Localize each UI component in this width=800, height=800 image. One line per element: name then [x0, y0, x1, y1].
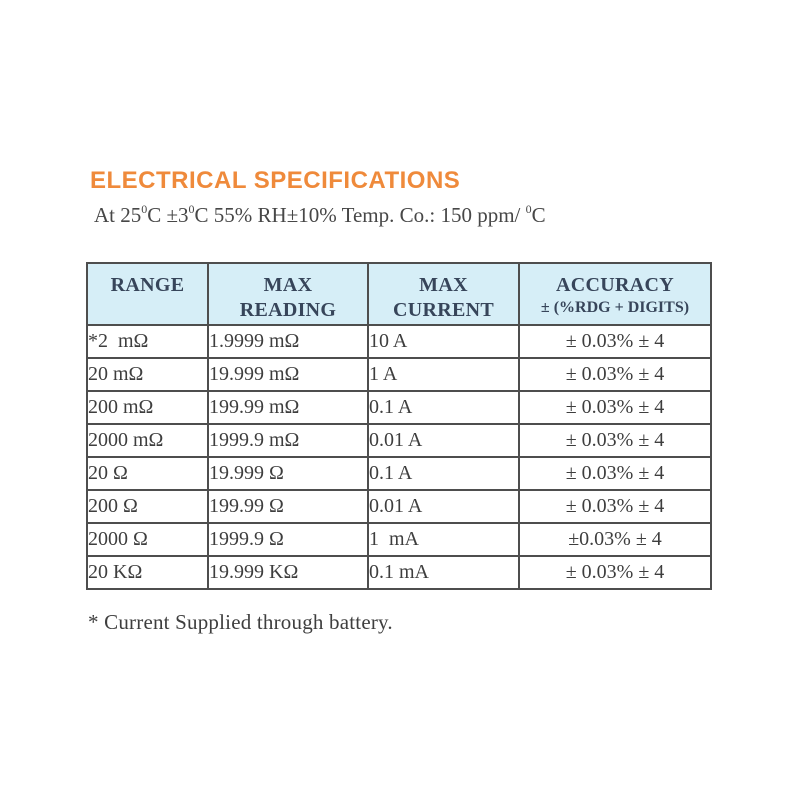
cell-accuracy: ± 0.03% ± 4	[518, 489, 712, 524]
col-header-accuracy: ACCURACY ± (%RDG + DIGITS)	[518, 262, 712, 326]
cell-accuracy: ± 0.03% ± 4	[518, 324, 712, 359]
table-row: 200 mΩ 199.99 mΩ 0.1 A ± 0.03% ± 4	[86, 390, 712, 425]
table-row: 20 KΩ 19.999 KΩ 0.1 mA ± 0.03% ± 4	[86, 555, 712, 590]
cell-max-reading: 1999.9 Ω	[207, 522, 369, 557]
cell-max-reading: 19.999 mΩ	[207, 357, 369, 392]
cell-accuracy: ± 0.03% ± 4	[518, 555, 712, 590]
degree-sup: 0	[188, 202, 195, 216]
cell-max-reading: 1.9999 mΩ	[207, 324, 369, 359]
col-header-max-current-label: MAX CURRENT	[393, 274, 494, 321]
cell-max-current: 0.01 A	[367, 423, 520, 458]
conditions-part3: C 55% RH±10% Temp. Co.: 150 ppm/	[194, 203, 526, 227]
cell-max-reading: 199.99 mΩ	[207, 390, 369, 425]
cell-max-reading: 1999.9 mΩ	[207, 423, 369, 458]
cell-max-current: 0.1 mA	[367, 555, 520, 590]
cell-max-reading: 199.99 Ω	[207, 489, 369, 524]
cell-accuracy: ± 0.03% ± 4	[518, 456, 712, 491]
cell-range: 20 mΩ	[86, 357, 209, 392]
conditions-part2: C ±3	[147, 203, 189, 227]
table-row: 2000 Ω 1999.9 Ω 1 mA ±0.03% ± 4	[86, 522, 712, 557]
cell-accuracy: ± 0.03% ± 4	[518, 390, 712, 425]
table-row: 20 mΩ 19.999 mΩ 1 A ± 0.03% ± 4	[86, 357, 712, 392]
cell-accuracy: ± 0.03% ± 4	[518, 423, 712, 458]
degree-sup: 0	[141, 202, 148, 216]
cell-max-current: 0.01 A	[367, 489, 520, 524]
conditions-part1: At 25	[94, 203, 142, 227]
cell-accuracy: ± 0.03% ± 4	[518, 357, 712, 392]
cell-max-reading: 19.999 Ω	[207, 456, 369, 491]
col-header-max-reading: MAX READING	[207, 262, 369, 326]
cell-range: *2 mΩ	[86, 324, 209, 359]
page-title: ELECTRICAL SPECIFICATIONS	[90, 167, 461, 194]
cell-range: 20 Ω	[86, 456, 209, 491]
cell-max-current: 0.1 A	[367, 390, 520, 425]
cell-max-current: 1 mA	[367, 522, 520, 557]
cell-accuracy: ±0.03% ± 4	[518, 522, 712, 557]
header-row: RANGE MAX READING MAX CURRENT ACCURACY ±…	[86, 262, 712, 326]
conditions-part4: C	[531, 203, 546, 227]
battery-footnote: * Current Supplied through battery.	[88, 610, 393, 634]
degree-sup: 0	[525, 202, 532, 216]
table-row: 200 Ω 199.99 Ω 0.01 A ± 0.03% ± 4	[86, 489, 712, 524]
conditions-line: At 250C ±30C 55% RH±10% Temp. Co.: 150 p…	[94, 202, 546, 228]
col-header-accuracy-note: ± (%RDG + DIGITS)	[540, 299, 690, 316]
cell-range: 20 KΩ	[86, 555, 209, 590]
table-row: 20 Ω 19.999 Ω 0.1 A ± 0.03% ± 4	[86, 456, 712, 491]
col-header-range: RANGE	[86, 262, 209, 326]
cell-max-reading: 19.999 KΩ	[207, 555, 369, 590]
cell-max-current: 0.1 A	[367, 456, 520, 491]
cell-range: 200 Ω	[86, 489, 209, 524]
col-header-accuracy-label: ACCURACY	[556, 274, 674, 296]
specifications-table: RANGE MAX READING MAX CURRENT ACCURACY ±…	[86, 262, 712, 590]
table-row: 2000 mΩ 1999.9 mΩ 0.01 A ± 0.03% ± 4	[86, 423, 712, 458]
col-header-max-current: MAX CURRENT	[367, 262, 520, 326]
cell-range: 2000 Ω	[86, 522, 209, 557]
cell-range: 200 mΩ	[86, 390, 209, 425]
cell-range: 2000 mΩ	[86, 423, 209, 458]
cell-max-current: 10 A	[367, 324, 520, 359]
col-header-max-reading-label: MAX READING	[239, 274, 337, 321]
table-row: *2 mΩ 1.9999 mΩ 10 A ± 0.03% ± 4	[86, 324, 712, 359]
col-header-range-label: RANGE	[110, 274, 185, 296]
cell-max-current: 1 A	[367, 357, 520, 392]
